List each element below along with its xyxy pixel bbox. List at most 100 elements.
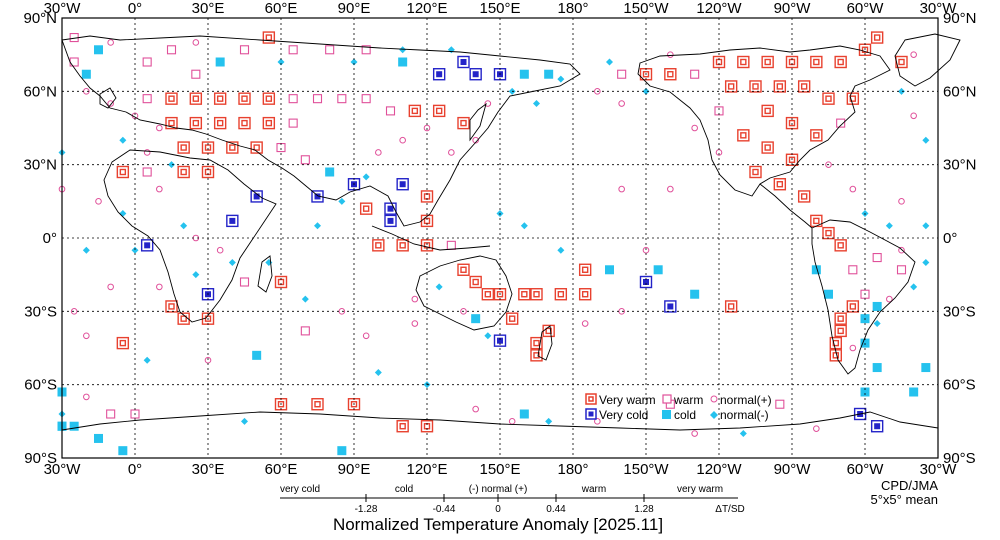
- normal-minus-point: [228, 258, 236, 266]
- grid-cell-cold: [544, 69, 554, 79]
- normal-plus-point: [156, 283, 163, 291]
- grid-cell-very-warm: [359, 202, 373, 215]
- grid-cell-very-warm: [530, 336, 543, 350]
- longitude-label: 30°E: [192, 0, 225, 17]
- grid-cell-warm: [142, 94, 152, 104]
- normal-plus-point: [594, 418, 601, 425]
- grid-cell-warm: [191, 69, 201, 79]
- coast-eurasia: [61, 35, 581, 227]
- grid-cell-very-cold: [432, 68, 446, 81]
- grid-cell-very-warm: [262, 116, 276, 130]
- grid-cell-cold: [519, 69, 529, 79]
- longitude-label: 90°E: [338, 461, 371, 478]
- scale-threshold-5: 1.28: [634, 504, 654, 515]
- grid-cells-layer: [57, 31, 931, 456]
- normal-plus-point: [375, 149, 382, 156]
- normal-plus-point: [813, 425, 820, 432]
- grid-cell-warm: [69, 57, 79, 67]
- legend-cold-label: cold: [674, 408, 696, 422]
- normal-minus-point: [82, 246, 90, 254]
- credit-agency: CPD/JMA: [881, 478, 938, 493]
- grid-cell-very-warm: [116, 165, 130, 179]
- normal-minus-point: [241, 417, 248, 425]
- normal-plus-point: [192, 39, 200, 46]
- grid-cell-very-warm: [822, 92, 835, 105]
- grid-cell-very-warm: [846, 92, 860, 105]
- grid-cell-cold: [824, 289, 833, 299]
- grid-cell-very-warm: [761, 55, 774, 69]
- coast-indonesia: [371, 225, 491, 251]
- normal-plus-point: [691, 430, 698, 437]
- grid-cell-very-warm: [250, 141, 263, 154]
- normal-minus-point: [447, 46, 455, 54]
- grid-cell-warm: [288, 94, 298, 104]
- grid-cell-very-warm: [797, 190, 811, 203]
- normal-minus-point: [557, 246, 565, 254]
- grid-cell-cold: [118, 446, 128, 456]
- grid-cell-very-warm: [262, 92, 276, 105]
- longitude-label: 120°W: [696, 0, 742, 17]
- normal-plus-point: [83, 393, 90, 401]
- grid-cell-very-warm: [834, 55, 847, 69]
- longitude-label: 90°E: [338, 0, 371, 17]
- scale-cat-very-cold: very cold: [280, 484, 320, 495]
- grid-cell-cold: [69, 421, 79, 431]
- grid-cell-warm: [166, 45, 177, 55]
- longitude-label: 120°W: [696, 461, 742, 478]
- grid-cell-very-warm: [773, 80, 787, 93]
- normal-minus-point: [533, 100, 540, 108]
- longitude-labels-bottom: 30°W 0° 30°E 60°E 90°E 120°E 150°E 180° 150°W 120…: [44, 461, 958, 478]
- grid-cell-very-warm: [116, 336, 130, 350]
- grid-cell-very-warm: [469, 275, 482, 289]
- coast-antarctica: [61, 411, 939, 431]
- longitude-label: 150°W: [623, 461, 669, 478]
- figure-title: Normalized Temperature Anomaly [2025.11]: [333, 515, 663, 534]
- normal-minus-point: [545, 417, 553, 425]
- credit-resolution: 5°x5° mean: [871, 492, 939, 507]
- grid-cell-cold: [872, 301, 882, 311]
- grid-cell-cold: [860, 387, 870, 397]
- normal-plus-point: [448, 149, 455, 156]
- normal-plus-point: [886, 295, 893, 303]
- grid-cell-very-warm: [834, 239, 847, 252]
- grid-cell-very-warm: [895, 55, 908, 69]
- normal-plus-point: [618, 100, 625, 107]
- normal-plus-point: [898, 246, 905, 254]
- latitude-label: 30°S: [943, 303, 976, 320]
- normal-minus-point: [399, 46, 407, 54]
- latitude-label: 60°N: [943, 83, 977, 100]
- grid-cell-very-cold: [469, 68, 482, 81]
- grid-cell-very-warm: [177, 165, 190, 179]
- grid-cell-very-warm: [165, 300, 178, 313]
- normal-plus-point: [107, 283, 114, 291]
- longitude-label: 0°: [128, 461, 142, 478]
- normal-plus-point: [849, 344, 857, 352]
- normal-minus-point: [374, 368, 382, 376]
- normal-minus-point: [180, 222, 188, 230]
- grid-cell-very-warm: [396, 239, 409, 252]
- longitude-label: 90°W: [774, 461, 812, 478]
- grid-cell-very-cold: [384, 202, 397, 215]
- coast-madagascar: [257, 255, 273, 293]
- coast-greenland: [894, 33, 961, 87]
- grid-cell-very-warm: [810, 55, 823, 69]
- grid-cell-very-warm: [238, 116, 251, 130]
- normal-minus-point: [143, 356, 151, 364]
- grid-cell-very-cold: [311, 190, 324, 203]
- longitude-label: 60°W: [847, 0, 885, 17]
- normal-plus-point: [156, 185, 163, 193]
- latitude-label: 90°S: [943, 450, 976, 467]
- grid-cell-very-warm: [530, 349, 543, 362]
- grid-cell-very-warm: [822, 226, 835, 240]
- grid-cell-very-warm: [749, 80, 762, 93]
- scale-threshold-3: 0: [495, 504, 501, 515]
- latitude-label: 30°N: [23, 157, 57, 174]
- grid-cell-very-warm: [578, 288, 592, 301]
- normal-minus-point: [301, 295, 309, 303]
- scale-threshold-1: -1.28: [355, 504, 378, 515]
- grid-cell-very-warm: [554, 288, 568, 301]
- legend-normal-plus-label: normal(+): [720, 393, 772, 407]
- normal-plus-point: [618, 185, 625, 193]
- grid-cell-very-warm: [189, 116, 203, 130]
- grid-cell-very-warm: [870, 31, 884, 44]
